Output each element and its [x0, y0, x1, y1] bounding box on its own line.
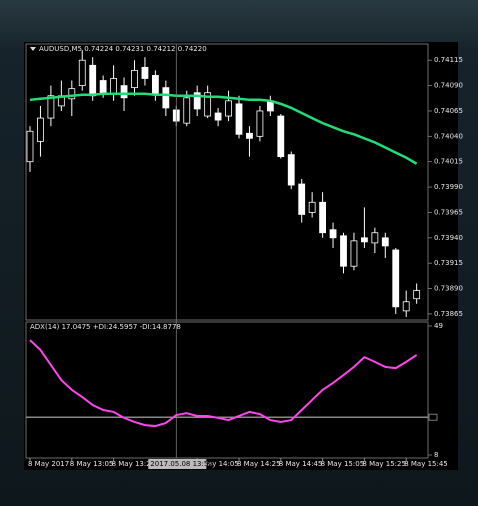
candle-body [340, 235, 347, 267]
adx-header: ADX(14) 17.0475 +DI:24.5957 -DI:14.8778 [30, 323, 181, 331]
candle-body [256, 110, 264, 137]
candle-body [204, 92, 212, 117]
candle-body [37, 117, 44, 142]
y-tick-label: 0.74040 [434, 132, 463, 140]
candle-body [110, 78, 117, 95]
candle-body [381, 237, 389, 247]
candle-body [287, 154, 295, 186]
candle-body [235, 103, 243, 135]
candle-body [392, 249, 400, 308]
candle-body [371, 232, 379, 244]
y-tick-label: 0.74115 [434, 56, 463, 64]
x-tick-label: 8 May 14:05 [195, 460, 239, 468]
y-tick-label: 0.73890 [434, 285, 463, 293]
adx-pane [25, 321, 429, 459]
x-tick-label: 8 May 14:25 [237, 460, 281, 468]
candle-body [246, 132, 253, 139]
candle-body [319, 201, 327, 234]
y-tick-label: 0.73915 [434, 259, 463, 267]
x-tick-label: 8 May 14:45 [279, 460, 323, 468]
candle-body [162, 87, 170, 109]
candle-body [183, 97, 191, 124]
y-tick-label: 0.74090 [434, 82, 463, 90]
y-tick-label: 0.74065 [434, 107, 463, 115]
candle-body [413, 290, 421, 300]
price-header: AUDUSD,M5 0.74224 0.74231 0.74212 0.7422… [39, 45, 207, 53]
candle-body [225, 100, 232, 117]
candle-body [89, 64, 97, 97]
x-tick-label: 8 May 15:45 [404, 460, 448, 468]
x-tick-label: 8 May 2017 [28, 460, 69, 468]
candle-body [99, 80, 107, 94]
candle-body [298, 183, 306, 215]
y-tick-label: 8 [434, 451, 438, 459]
candle-body [26, 130, 34, 163]
candle-body [277, 115, 285, 158]
level-marker [428, 413, 438, 421]
x-tick-label: 8 May 15:05 [321, 460, 365, 468]
crosshair-label-box [148, 459, 207, 469]
candle-body [47, 95, 55, 119]
adx-line [29, 339, 418, 428]
candle-body [68, 88, 76, 100]
y-tick-label: 0.73965 [434, 208, 463, 216]
candle-body [193, 92, 201, 110]
candle-body [214, 112, 222, 121]
candle-body [329, 229, 337, 239]
y-tick-label: 0.73865 [434, 310, 463, 318]
x-tick-label: 8 May 15:25 [362, 460, 406, 468]
candle-body [141, 66, 149, 79]
crosshair-label: 2017.05.08 13:55 [150, 460, 212, 468]
x-tick-label: 8 May 13:05 [70, 460, 114, 468]
candle-body [308, 201, 316, 213]
moving-average [29, 92, 418, 165]
y-tick-label: 0.73940 [434, 234, 463, 242]
candle-body [350, 240, 358, 267]
candle-body [120, 85, 128, 99]
y-tick-label: 49 [434, 322, 443, 330]
y-tick-label: 0.74015 [434, 158, 463, 166]
price-pane [25, 43, 429, 321]
candle-body [78, 59, 86, 87]
y-tick-label: 0.73990 [434, 183, 463, 191]
candle-body [402, 301, 410, 312]
x-tick-label: 8 May 13:25 [112, 460, 156, 468]
candle-body [151, 75, 159, 95]
candle-body [360, 237, 368, 243]
menu-arrow[interactable] [30, 47, 36, 51]
candle-body [131, 69, 138, 89]
